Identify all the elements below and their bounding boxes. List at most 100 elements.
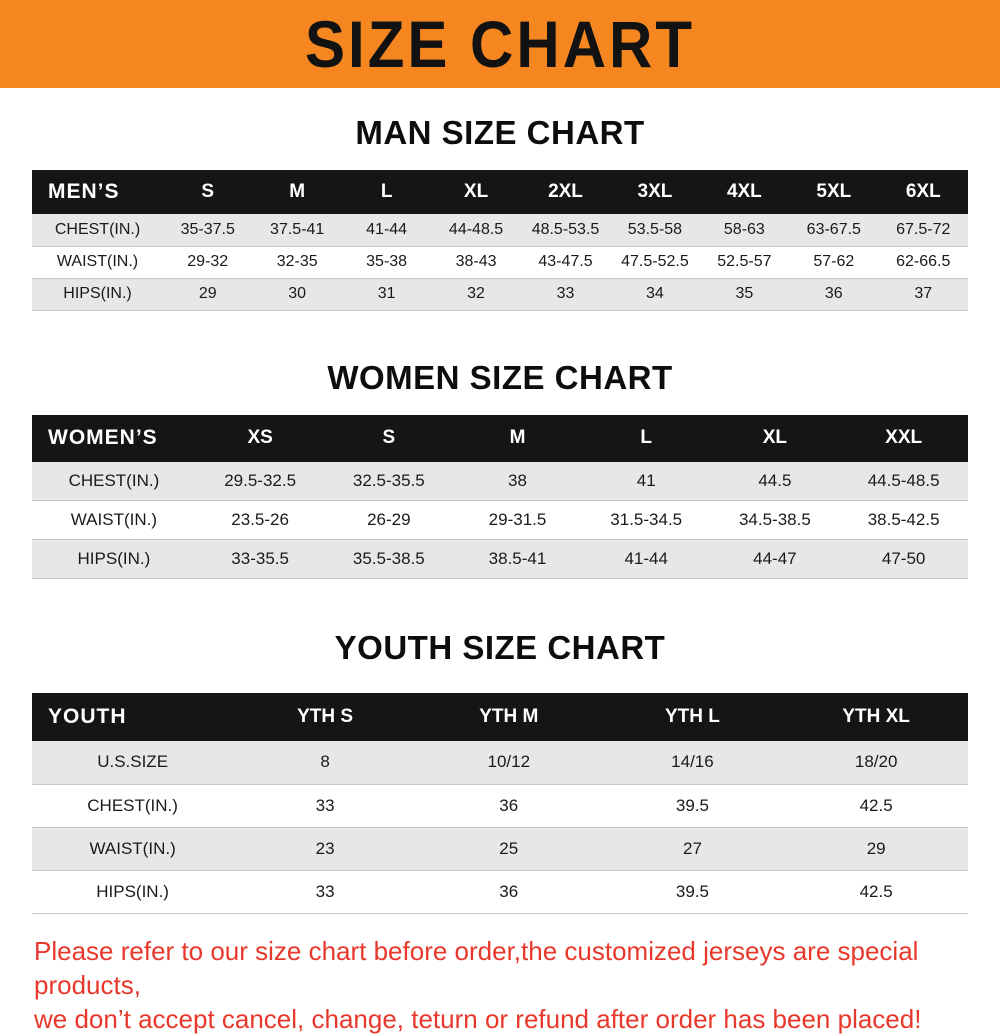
size-value-cell: 26-29 [324, 501, 453, 540]
size-value-cell: 47-50 [839, 540, 968, 579]
size-value-cell: 39.5 [601, 870, 785, 913]
size-value-cell: 62-66.5 [879, 246, 968, 278]
size-value-cell: 53.5-58 [610, 214, 699, 246]
size-column-header: XL [431, 170, 520, 214]
row-label-cell: CHEST(IN.) [32, 784, 233, 827]
order-policy-note: Please refer to our size chart before or… [34, 934, 1000, 1036]
size-value-cell: 31 [342, 278, 431, 310]
size-column-header: 2XL [521, 170, 610, 214]
size-value-cell: 35.5-38.5 [324, 540, 453, 579]
size-value-cell: 25 [417, 827, 601, 870]
size-value-cell: 42.5 [784, 784, 968, 827]
row-label-cell: HIPS(IN.) [32, 540, 196, 579]
row-label-cell: CHEST(IN.) [32, 214, 163, 246]
size-value-cell: 47.5-52.5 [610, 246, 699, 278]
size-column-header: XL [711, 415, 840, 462]
size-value-cell: 32.5-35.5 [324, 462, 453, 501]
row-label-cell: WAIST(IN.) [32, 246, 163, 278]
size-value-cell: 37 [879, 278, 968, 310]
size-value-cell: 33-35.5 [196, 540, 325, 579]
size-value-cell: 33 [521, 278, 610, 310]
size-value-cell: 38.5-41 [453, 540, 582, 579]
size-value-cell: 18/20 [784, 741, 968, 784]
row-label-cell: U.S.SIZE [32, 741, 233, 784]
size-column-header: L [342, 170, 431, 214]
size-value-cell: 29 [784, 827, 968, 870]
size-value-cell: 41-44 [582, 540, 711, 579]
size-column-header: 5XL [789, 170, 878, 214]
size-value-cell: 34 [610, 278, 699, 310]
size-value-cell: 35-37.5 [163, 214, 252, 246]
size-value-cell: 57-62 [789, 246, 878, 278]
size-chart-banner: SIZE CHART [0, 0, 1000, 88]
size-value-cell: 30 [252, 278, 341, 310]
table-title-cell: MEN’S [32, 170, 163, 214]
size-value-cell: 39.5 [601, 784, 785, 827]
size-value-cell: 27 [601, 827, 785, 870]
size-value-cell: 42.5 [784, 870, 968, 913]
size-column-header: YTH L [601, 693, 785, 741]
women-section-heading: WOMEN SIZE CHART [0, 359, 1000, 397]
men-section-heading: MAN SIZE CHART [0, 114, 1000, 152]
size-column-header: S [324, 415, 453, 462]
row-label-cell: WAIST(IN.) [32, 827, 233, 870]
size-value-cell: 36 [417, 784, 601, 827]
row-label-cell: WAIST(IN.) [32, 501, 196, 540]
size-value-cell: 35 [700, 278, 789, 310]
size-value-cell: 29 [163, 278, 252, 310]
size-value-cell: 29.5-32.5 [196, 462, 325, 501]
banner-title: SIZE CHART [305, 6, 695, 82]
size-column-header: 6XL [879, 170, 968, 214]
order-policy-note-line2: we don’t accept cancel, change, teturn o… [34, 1002, 1000, 1036]
size-value-cell: 41 [582, 462, 711, 501]
size-value-cell: 32 [431, 278, 520, 310]
size-value-cell: 35-38 [342, 246, 431, 278]
size-column-header: XXL [839, 415, 968, 462]
size-value-cell: 36 [417, 870, 601, 913]
size-column-header: S [163, 170, 252, 214]
size-value-cell: 33 [233, 870, 417, 913]
size-column-header: 4XL [700, 170, 789, 214]
size-value-cell: 38 [453, 462, 582, 501]
size-value-cell: 37.5-41 [252, 214, 341, 246]
size-value-cell: 34.5-38.5 [711, 501, 840, 540]
size-value-cell: 10/12 [417, 741, 601, 784]
size-column-header: 3XL [610, 170, 699, 214]
size-value-cell: 33 [233, 784, 417, 827]
size-value-cell: 44-47 [711, 540, 840, 579]
size-value-cell: 43-47.5 [521, 246, 610, 278]
order-policy-note-line1: Please refer to our size chart before or… [34, 934, 1000, 1003]
size-value-cell: 29-31.5 [453, 501, 582, 540]
size-column-header: L [582, 415, 711, 462]
size-value-cell: 63-67.5 [789, 214, 878, 246]
table-title-cell: YOUTH [32, 693, 233, 741]
size-value-cell: 32-35 [252, 246, 341, 278]
size-column-header: YTH S [233, 693, 417, 741]
size-column-header: YTH XL [784, 693, 968, 741]
size-value-cell: 48.5-53.5 [521, 214, 610, 246]
size-value-cell: 58-63 [700, 214, 789, 246]
table-title-cell: WOMEN’S [32, 415, 196, 462]
size-value-cell: 31.5-34.5 [582, 501, 711, 540]
size-value-cell: 29-32 [163, 246, 252, 278]
